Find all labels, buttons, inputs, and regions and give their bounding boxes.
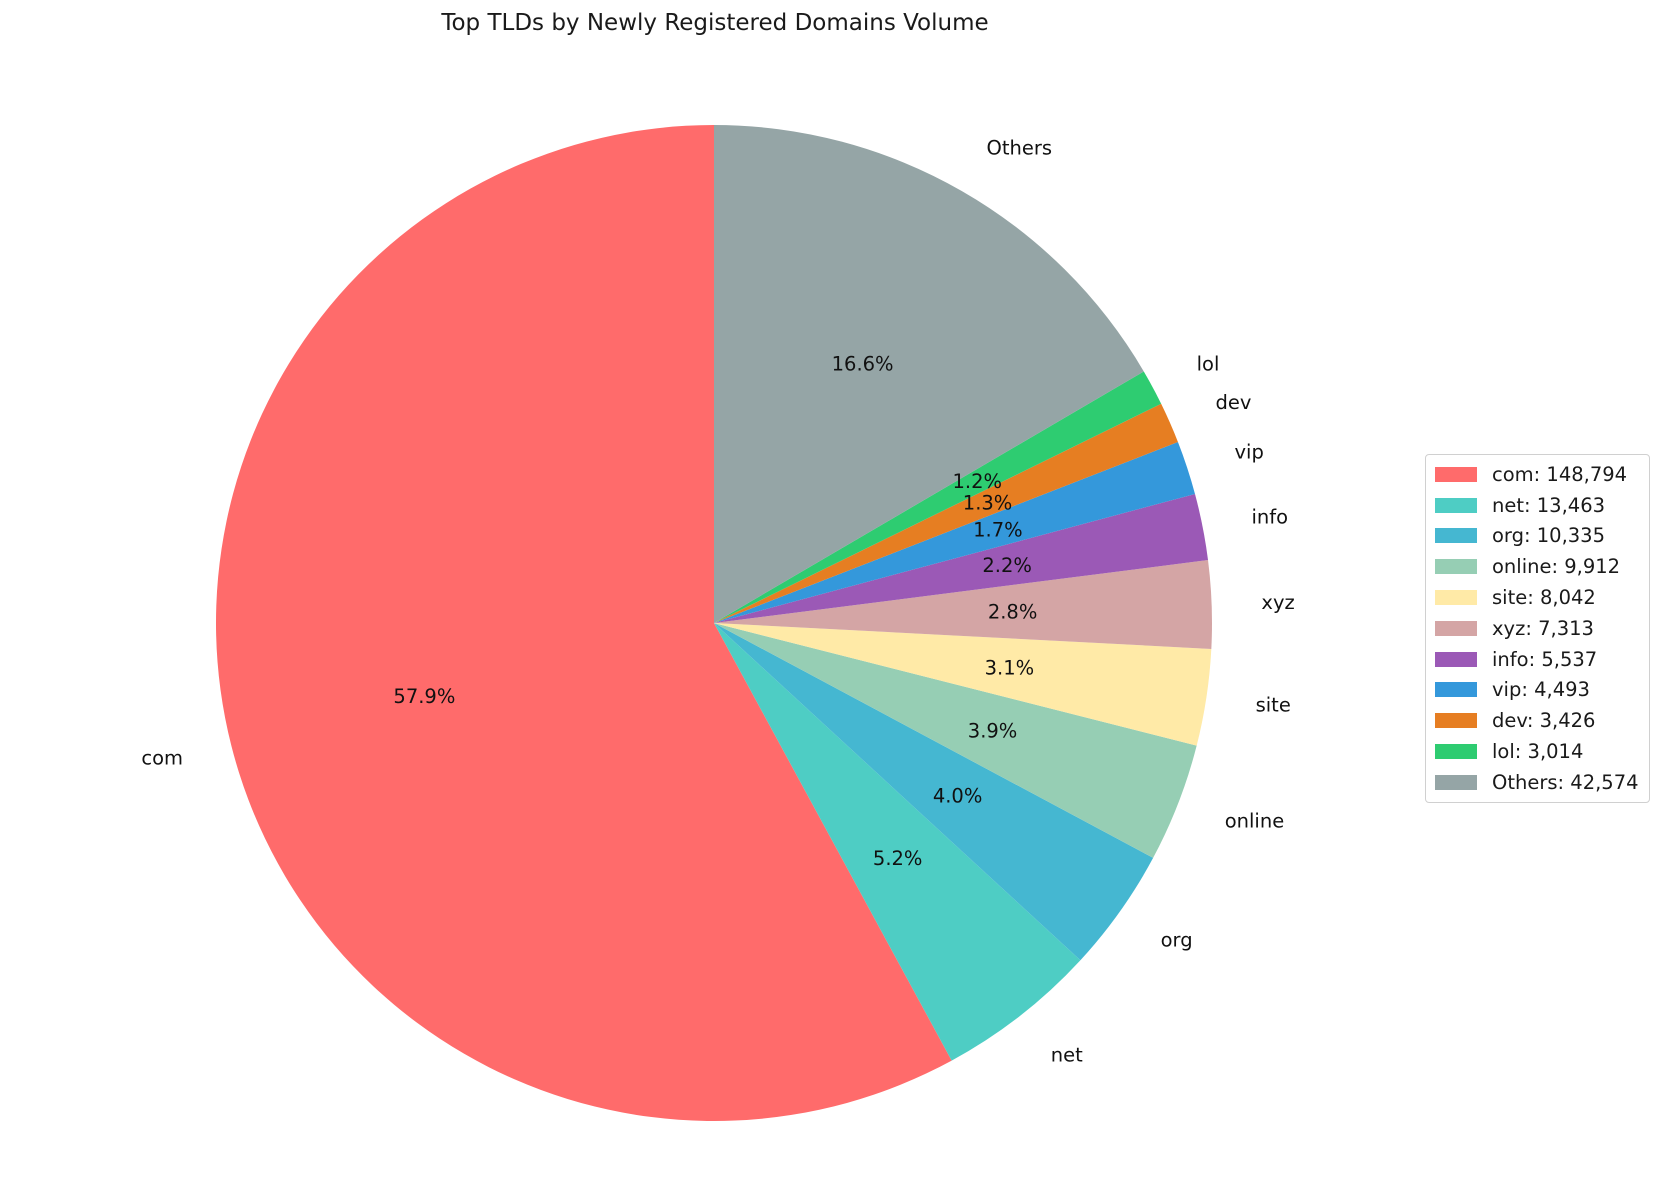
percent-label-xyz: 2.8% [988,600,1038,623]
pie-slice-vip [714,441,1195,623]
legend-swatch [1435,528,1477,544]
legend-swatch [1435,651,1477,667]
chart-title: Top TLDs by Newly Registered Domains Vol… [441,10,989,36]
pie-slice-lol [714,371,1162,623]
percent-label-online: 3.9% [968,720,1018,743]
category-label-dev: dev [1216,391,1252,414]
legend-swatch [1435,497,1477,513]
legend-label: site: 8,042 [1492,586,1596,610]
pie-slices [215,124,1212,1121]
legend-label: Others: 42,574 [1492,770,1639,794]
pie-slice-com [215,125,952,1121]
percent-label-com: 57.9% [393,685,455,708]
pie-slice-org [714,623,1154,961]
category-label-online: online [1225,810,1284,833]
percent-label-org: 4.0% [933,785,983,808]
legend-swatch [1435,559,1477,575]
legend-swatch [1435,774,1477,790]
legend-item-com: com: 148,794 [1426,459,1649,490]
pie-slice-info [714,493,1209,623]
legend-item-net: net: 13,463 [1426,490,1649,521]
pie-slice-xyz [714,560,1212,649]
legend-item-dev: dev: 3,426 [1426,705,1649,736]
category-label-net: net [1051,1044,1083,1067]
legend-label: lol: 3,014 [1492,740,1584,764]
pie-slice-online [714,623,1197,858]
legend-label: org: 10,335 [1492,524,1605,548]
legend-label: dev: 3,426 [1492,709,1596,733]
legend-item-org: org: 10,335 [1426,521,1649,552]
category-label-vip: vip [1234,441,1263,464]
percent-label-dev: 1.3% [963,491,1013,514]
legend-item-xyz: xyz: 7,313 [1426,613,1649,644]
legend-label: info: 5,537 [1492,647,1598,671]
legend-item-info: info: 5,537 [1426,644,1649,675]
percent-label-others: 16.6% [832,352,894,375]
legend-swatch [1435,682,1477,698]
legend-label: com: 148,794 [1492,462,1628,486]
legend-label: vip: 4,493 [1492,678,1590,702]
category-label-com: com [141,746,183,769]
pie-slice-dev [714,403,1178,623]
pie-slice-net [714,623,1081,1061]
pie-slice-site [714,623,1212,746]
pie-percent-labels: 57.9% 5.2% 4.0% 3.9% 3.1% 2.8% 2.2% 1.7% 1.3%1.2… [393,352,1037,870]
legend-label: net: 13,463 [1492,493,1606,517]
legend-item-site: site: 8,042 [1426,582,1649,613]
percent-label-vip: 1.7% [973,518,1023,541]
percent-label-lol: 1.2% [952,470,1002,493]
category-label-others: Others [986,136,1052,159]
legend-item-others: Others: 42,574 [1426,767,1649,798]
legend-swatch [1435,744,1477,760]
legend-swatch [1435,620,1477,636]
legend-item-vip: vip: 4,493 [1426,675,1649,706]
legend-swatch [1435,713,1477,729]
pie-slice-others [714,124,1144,623]
chart-legend: com: 148,794 net: 13,463 org: 10,335 online… [1425,454,1650,803]
pie-category-labels: com net org online site xyz info vip dev lol Other… [141,136,1294,1066]
percent-label-site: 3.1% [985,656,1035,679]
percent-label-net: 5.2% [873,847,923,870]
category-label-site: site [1256,694,1291,717]
legend-label: xyz: 7,313 [1492,616,1594,640]
category-label-info: info [1251,506,1288,529]
category-label-lol: lol [1197,352,1220,375]
legend-item-online: online: 9,912 [1426,551,1649,582]
legend-item-lol: lol: 3,014 [1426,736,1649,767]
percent-label-info: 2.2% [982,554,1032,577]
category-label-xyz: xyz [1261,591,1294,614]
legend-swatch [1435,590,1477,606]
category-label-org: org [1161,929,1193,952]
legend-label: online: 9,912 [1492,555,1621,579]
legend-swatch [1435,466,1477,482]
